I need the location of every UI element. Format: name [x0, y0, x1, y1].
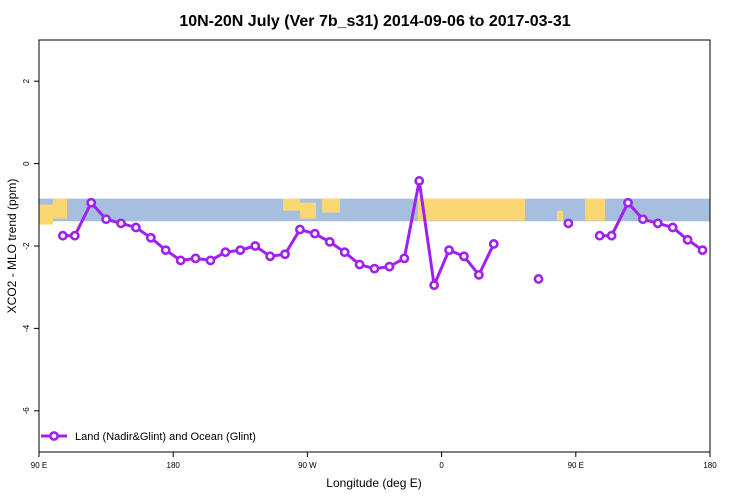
x-axis: 90 E 180 90 W 0 90 E 180 [31, 452, 717, 470]
data-point [339, 247, 350, 258]
land-patch [585, 198, 605, 221]
data-point [399, 253, 410, 264]
y-axis-label: XCO2 - MLO trend (ppm) [5, 179, 19, 314]
world-map-band [39, 198, 710, 225]
data-point [265, 251, 276, 262]
data-point [235, 245, 246, 256]
data-point [384, 261, 395, 272]
series-layer [57, 176, 708, 291]
series-line [62, 179, 496, 287]
data-point [473, 269, 484, 280]
data-point [280, 249, 290, 260]
data-point [116, 218, 126, 229]
y-tick-label: 0 [22, 161, 31, 166]
data-point [295, 224, 305, 235]
data-point [594, 230, 605, 241]
y-tick-label: -4 [22, 324, 31, 332]
land-patch [322, 198, 340, 213]
legend-marker-swatch [49, 431, 59, 441]
x-tick-label: 180 [167, 461, 181, 470]
x-tick-label: 90 E [568, 461, 584, 470]
data-point [429, 280, 440, 291]
data-point [488, 239, 499, 249]
y-tick-label: -6 [22, 407, 31, 415]
data-point [414, 176, 425, 186]
data-point [606, 230, 617, 241]
land-patch [498, 204, 514, 215]
plot-frame [38, 39, 711, 453]
data-point [57, 230, 68, 241]
data-point [86, 197, 97, 208]
data-point [682, 234, 693, 245]
x-tick-label: 90 W [298, 461, 317, 470]
data-point [563, 218, 574, 229]
y-tick-label: -2 [22, 242, 31, 250]
data-point [69, 230, 80, 241]
data-point [444, 245, 454, 256]
data-point [101, 214, 111, 225]
data-point [533, 274, 544, 284]
land-patch [39, 204, 53, 225]
data-point [459, 251, 469, 262]
data-point [250, 241, 261, 251]
data-point [354, 259, 365, 270]
data-point [145, 232, 156, 243]
land-patch [557, 210, 563, 221]
data-point [652, 218, 663, 229]
x-tick-label: 180 [703, 461, 717, 470]
land-patch [418, 198, 525, 221]
data-point [324, 236, 335, 247]
data-point [205, 255, 216, 266]
data-point [667, 222, 678, 233]
legend: Land (Nadir&Glint) and Ocean (Glint) [41, 431, 256, 443]
x-tick-label: 90 E [31, 461, 47, 470]
data-point [623, 197, 633, 208]
y-axis: 2 0 -2 -4 -6 [22, 78, 39, 414]
ocean-band [39, 198, 710, 222]
y-tick-label: 2 [22, 78, 31, 83]
x-axis-label: Longitude (deg E) [326, 476, 421, 490]
chart-title: 10N-20N July (Ver 7b_s31) 2014-09-06 to … [179, 13, 570, 30]
data-point [131, 222, 141, 233]
data-point [369, 263, 380, 274]
data-point [309, 228, 320, 239]
data-point [220, 247, 231, 258]
data-point [160, 245, 171, 256]
data-point [190, 253, 201, 264]
x-tick-label: 0 [439, 461, 444, 470]
legend-label: Land (Nadir&Glint) and Ocean (Glint) [75, 431, 256, 443]
data-point [697, 245, 708, 256]
data-point [175, 255, 186, 266]
land-patch [53, 198, 67, 219]
land-patch [300, 202, 316, 219]
land-patch [283, 198, 300, 211]
data-point [638, 214, 648, 225]
